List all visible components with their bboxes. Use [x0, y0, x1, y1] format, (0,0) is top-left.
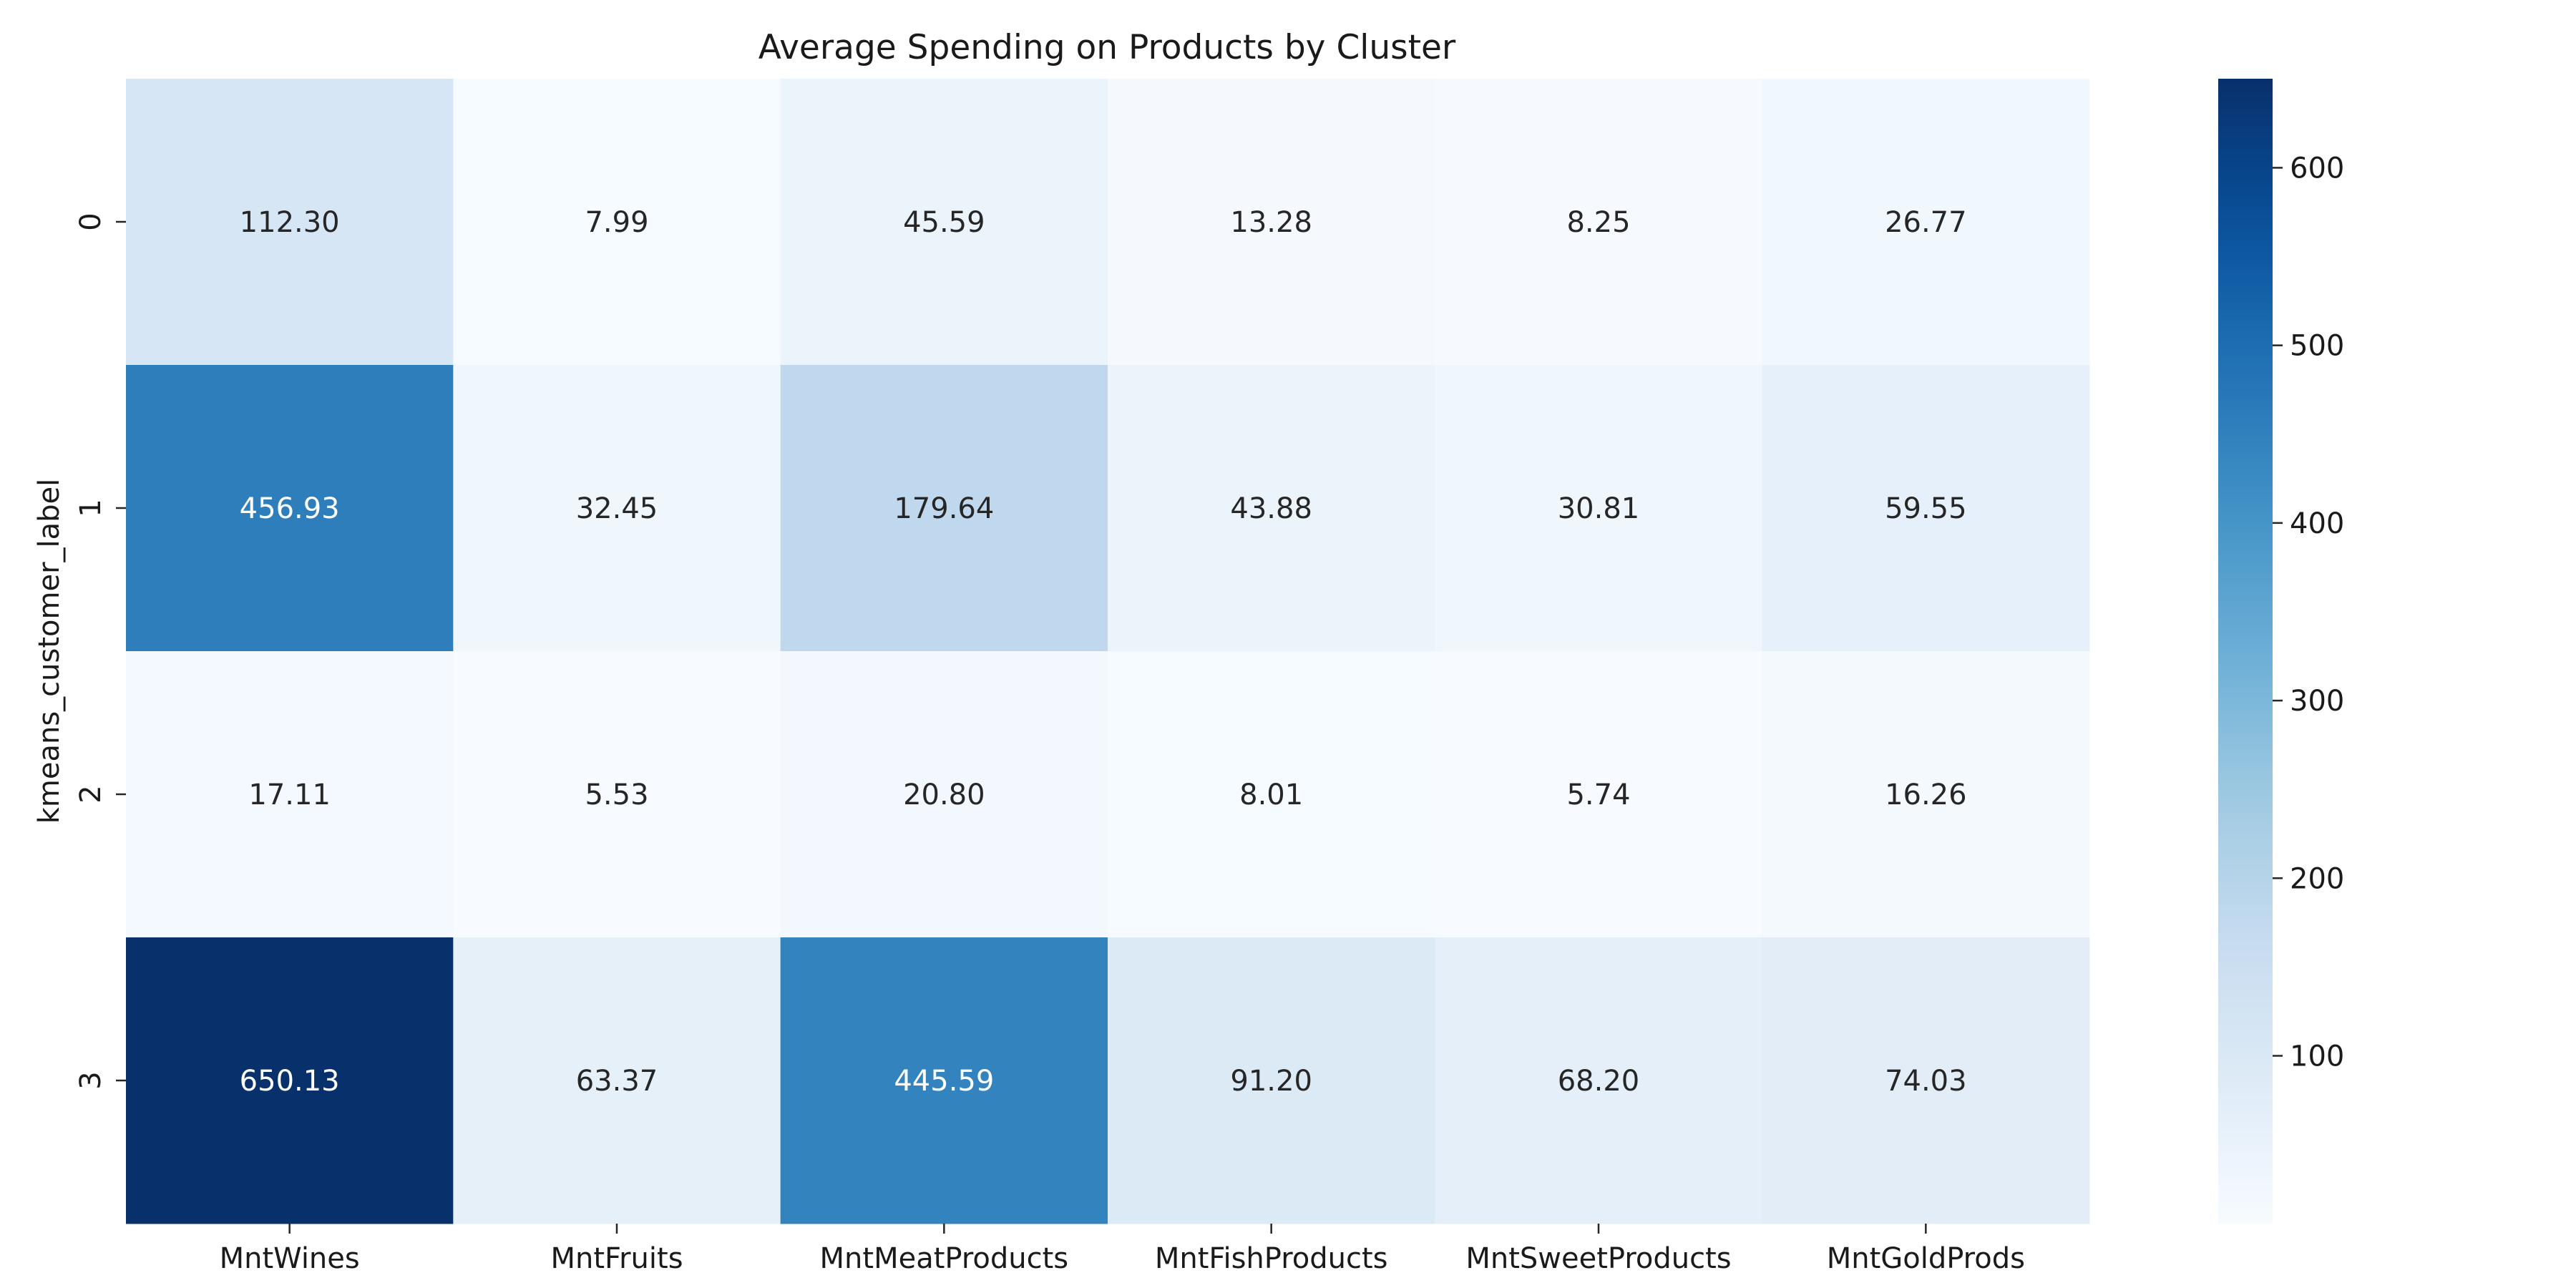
- cell-value-label: 32.45: [576, 492, 658, 525]
- y-tick-label: 0: [74, 213, 107, 230]
- heatmap-cell: [1762, 365, 2090, 652]
- heatmap-cell: [126, 937, 454, 1224]
- cell-value-label: 30.81: [1558, 492, 1640, 525]
- x-tick-label: MntWines: [220, 1242, 360, 1275]
- cell-value-label: 26.77: [1885, 206, 1967, 239]
- heatmap-cell: [453, 79, 781, 366]
- heatmap-cell: [453, 651, 781, 938]
- cell-value-label: 8.01: [1239, 779, 1303, 811]
- heatmap-cell: [1435, 937, 1763, 1224]
- heatmap-cell: [1762, 937, 2090, 1224]
- cell-value-label: 650.13: [240, 1065, 340, 1098]
- cell-value-label: 74.03: [1885, 1065, 1967, 1098]
- cell-value-label: 456.93: [240, 492, 340, 525]
- cell-value-label: 112.30: [240, 206, 340, 239]
- cell-value-label: 17.11: [248, 779, 331, 811]
- cell-value-label: 45.59: [903, 206, 985, 239]
- cell-value-label: 8.25: [1566, 206, 1630, 239]
- cell-value-label: 13.28: [1230, 206, 1312, 239]
- cell-value-label: 7.99: [585, 206, 648, 239]
- y-axis-label: kmeans_customer_label: [33, 479, 66, 824]
- cell-value-label: 43.88: [1230, 492, 1312, 525]
- heatmap-cell: [780, 79, 1108, 366]
- colorbar-tick-label: 400: [2290, 507, 2344, 540]
- heatmap-cell: [453, 937, 781, 1224]
- cell-value-label: 16.26: [1885, 779, 1967, 811]
- heatmap-cell: [453, 365, 781, 652]
- colorbar: 100 200 300 400 500 600: [2218, 79, 2344, 1224]
- x-tick-label: MntFishProducts: [1155, 1242, 1388, 1275]
- colorbar-tick-label: 200: [2290, 862, 2344, 895]
- cell-value-label: 5.53: [585, 779, 648, 811]
- y-axis: 0 1 2 3: [74, 213, 126, 1090]
- y-tick-label: 2: [74, 785, 107, 803]
- x-tick-label: MntMeatProducts: [820, 1242, 1069, 1275]
- x-tick-label: MntFruits: [550, 1242, 683, 1275]
- heatmap-cell: [1108, 651, 1435, 938]
- cell-value-label: 5.74: [1566, 779, 1630, 811]
- heatmap-cell: [780, 937, 1108, 1224]
- y-tick-label: 3: [74, 1071, 107, 1089]
- cell-value-label: 20.80: [903, 779, 985, 811]
- colorbar-tick-label: 500: [2290, 330, 2344, 363]
- heatmap-cell: [1435, 79, 1763, 366]
- heatmap-cells: [126, 79, 2090, 1224]
- heatmap-cell: [1108, 79, 1435, 366]
- heatmap-cell: [126, 79, 454, 366]
- heatmap-cell: [1762, 79, 2090, 366]
- cell-value-label: 91.20: [1230, 1065, 1312, 1098]
- heatmap-cell: [1435, 365, 1763, 652]
- heatmap-cell: [1108, 365, 1435, 652]
- heatmap-cell: [1435, 651, 1763, 938]
- colorbar-tick-label: 100: [2290, 1040, 2344, 1073]
- cell-value-label: 63.37: [576, 1065, 658, 1098]
- colorbar-tick-label: 600: [2290, 152, 2344, 185]
- cell-value-label: 179.64: [894, 492, 994, 525]
- heatmap-cell: [1108, 937, 1435, 1224]
- x-tick-label: MntGoldProds: [1827, 1242, 2025, 1275]
- heatmap-cell: [126, 651, 454, 938]
- x-axis: MntWines MntFruits MntMeatProducts MntFishP…: [220, 1224, 2025, 1275]
- heatmap-cell: [780, 365, 1108, 652]
- cell-value-label: 68.20: [1558, 1065, 1640, 1098]
- heatmap-cell: [126, 365, 454, 652]
- colorbar-tick-label: 300: [2290, 685, 2344, 718]
- colorbar-gradient: [2218, 79, 2273, 1224]
- chart-title: Average Spending on Products by Cluster: [758, 28, 1456, 67]
- x-tick-label: MntSweetProducts: [1465, 1242, 1731, 1275]
- heatmap-cell: [1762, 651, 2090, 938]
- heatmap-cell-labels: 112.30 7.99 45.59 13.28 8.25 26.77 456.93 32.45…: [240, 206, 1967, 1098]
- cell-value-label: 445.59: [894, 1065, 994, 1098]
- y-tick-label: 1: [74, 499, 107, 517]
- cell-value-label: 59.55: [1885, 492, 1967, 525]
- heatmap-cell: [780, 651, 1108, 938]
